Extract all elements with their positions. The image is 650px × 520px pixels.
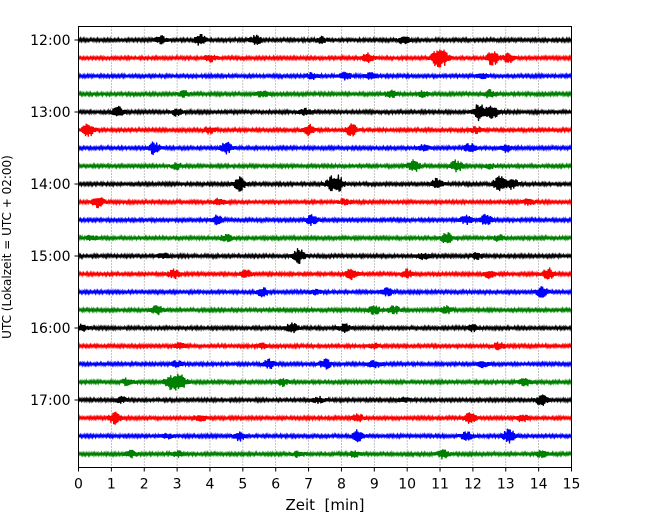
x-tick-label: 14 [530, 477, 548, 493]
x-tick-label: 4 [206, 477, 215, 493]
y-tick-label: 12:00 [30, 33, 70, 49]
x-tick-label: 0 [74, 477, 83, 493]
trace-line [77, 123, 573, 137]
trace-line [77, 141, 573, 156]
x-tick-label: 13 [497, 477, 515, 493]
trace-line [77, 89, 573, 99]
y-axis-label: UTC (Lokalzeit = UTC + 02:00) [0, 155, 14, 339]
trace-line [77, 449, 573, 460]
x-tick-label: 9 [370, 477, 379, 493]
x-axis-label: Zeit [min] [285, 496, 364, 514]
trace-line [77, 71, 573, 81]
x-tick-label: 11 [431, 477, 449, 493]
trace-line [77, 159, 573, 173]
trace-line [77, 358, 573, 370]
trace-line [77, 267, 573, 281]
x-tick-label: 2 [140, 477, 149, 493]
x-tick-label: 15 [563, 477, 581, 493]
trace-line [77, 197, 573, 209]
trace-line [77, 248, 573, 265]
y-tick-label: 15:00 [30, 249, 70, 265]
trace-line [77, 373, 573, 391]
plot-frame [78, 26, 572, 468]
trace-line [77, 49, 573, 68]
trace-line [77, 33, 573, 46]
y-axis: 12:00 13:00 14:00 15:00 16:00 17:00 [30, 33, 79, 409]
x-tick-label: 5 [238, 477, 247, 493]
x-tick-label: 6 [271, 477, 280, 493]
x-tick-label: 12 [464, 477, 482, 493]
x-tick-label: 10 [398, 477, 416, 493]
y-tick-label: 13:00 [30, 105, 70, 121]
x-tick-label: 1 [107, 477, 116, 493]
x-axis: 0 1 2 3 4 5 6 7 8 9 10 11 12 13 14 15 [74, 467, 581, 493]
trace-line [77, 232, 573, 244]
trace-line [77, 411, 573, 425]
trace-line [77, 341, 573, 351]
traces [77, 33, 573, 460]
trace-line [77, 174, 573, 192]
trace-line [77, 394, 573, 406]
x-tick-label: 7 [304, 477, 313, 493]
trace-line [77, 104, 573, 122]
trace-line [77, 305, 573, 316]
trace-line [77, 286, 573, 298]
y-tick-label: 14:00 [30, 177, 70, 193]
y-tick-label: 16:00 [30, 321, 70, 337]
trace-line [77, 322, 573, 334]
x-tick-label: 3 [173, 477, 182, 493]
y-tick-label: 17:00 [30, 393, 70, 409]
trace-line [77, 428, 573, 444]
x-tick-label: 8 [337, 477, 346, 493]
trace-line [77, 213, 573, 227]
